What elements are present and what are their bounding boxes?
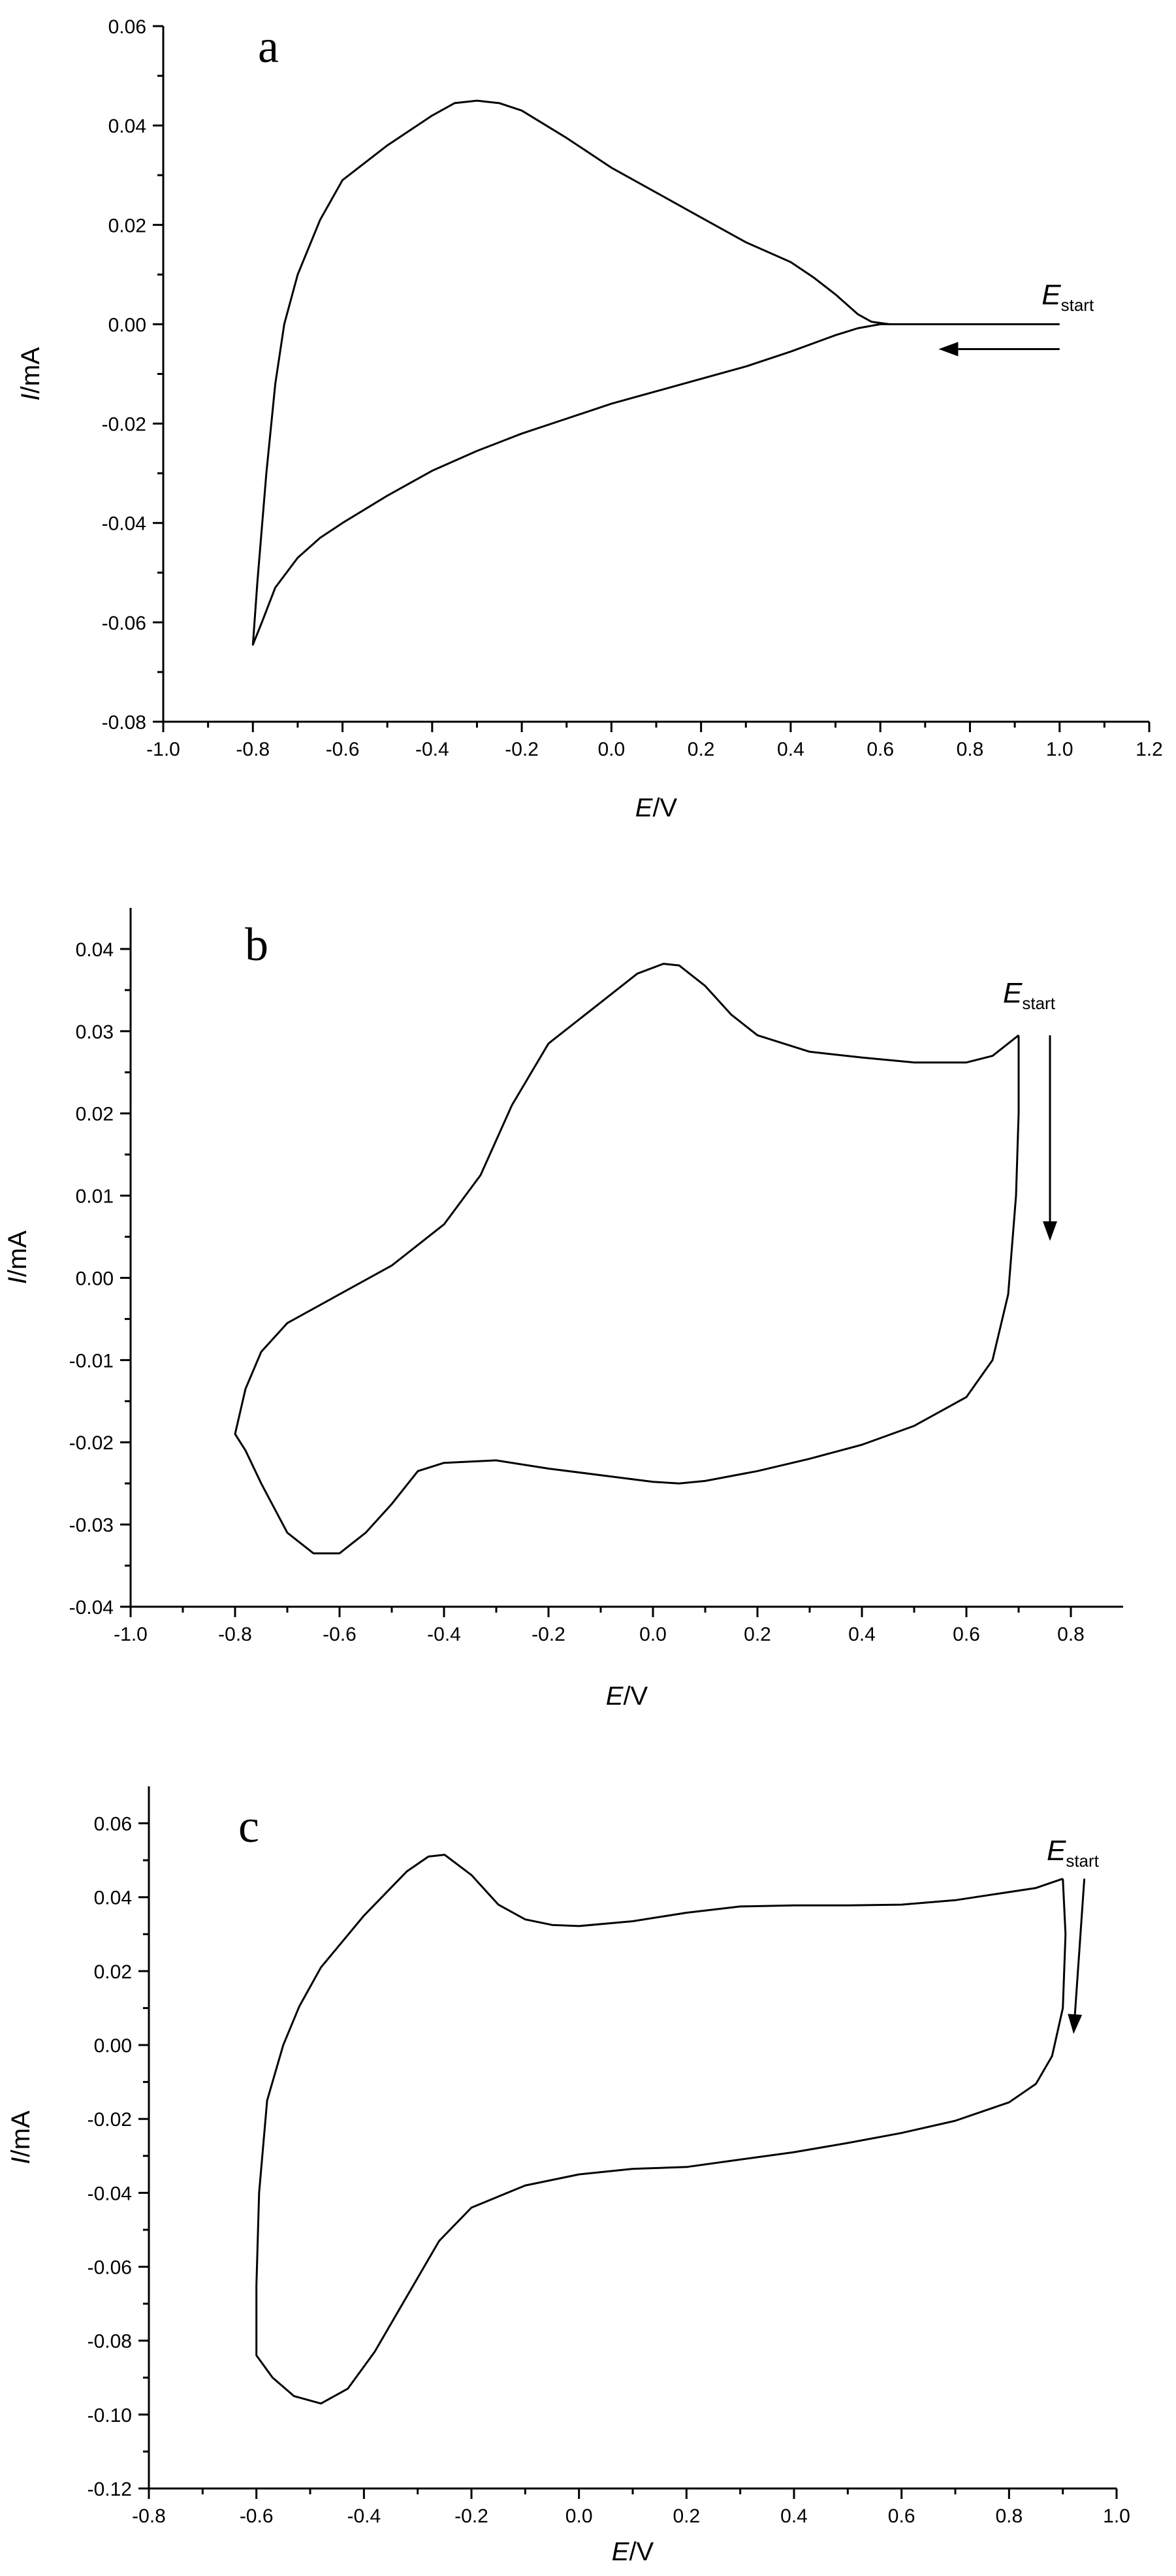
- panel-c-x-axis-label: E/V: [612, 2537, 654, 2566]
- panel-a-y-tick-label: -0.02: [102, 414, 146, 436]
- panel-b-y-tick-label: 0.03: [76, 1022, 114, 1043]
- panel-b-voltammogram-curve: [234, 963, 1020, 1554]
- panel-c-x-tick-label: 1.0: [1103, 2505, 1130, 2527]
- panel-a-letter: a: [258, 20, 279, 72]
- panel-c-y-tick-label: -0.10: [87, 2405, 132, 2426]
- panel-a-x-tick-label: 0.0: [598, 739, 626, 760]
- panel-a-x-tick-label: 0.6: [866, 739, 894, 760]
- panel-c-x-tick-label: 0.4: [780, 2505, 808, 2527]
- panel-a-y-tick-label: 0.00: [108, 314, 146, 336]
- panel-a-x-tick-label: 1.2: [1136, 739, 1163, 760]
- panel-c-y-tick-label: -0.12: [87, 2479, 132, 2500]
- panel-c-y-tick-label: 0.04: [94, 1888, 132, 1909]
- panel-b-x-tick-label: 0.0: [639, 1624, 667, 1645]
- panel-c-y-tick-label: -0.06: [87, 2257, 132, 2279]
- panel-b-x-tick-label: 0.8: [1057, 1624, 1085, 1645]
- panel-c-letter: c: [238, 1800, 259, 1852]
- panel-a-y-tick-label: 0.02: [108, 215, 146, 236]
- panel-c-y-tick-label: 0.06: [94, 1814, 132, 1835]
- panel-b-x-tick-label: -0.4: [427, 1624, 461, 1645]
- panel-b-x-tick-label: -0.6: [323, 1624, 357, 1645]
- panel-c-x-tick-label: -0.4: [347, 2505, 381, 2527]
- panel-b-y-tick-label: 0.04: [76, 939, 114, 961]
- panel-c-x-tick-label: -0.6: [240, 2505, 274, 2527]
- panel-c-scan-direction-arrow: [1068, 1878, 1086, 2035]
- panel-b-x-axis-label: E/V: [606, 1682, 648, 1711]
- panel-a-x-tick-label: 0.8: [957, 739, 984, 760]
- panel-b-estart-label: Estart: [1003, 977, 1056, 1013]
- panel-c-x-tick-label: -0.2: [454, 2505, 488, 2527]
- panel-b-x-tick-label: -1.0: [114, 1624, 148, 1645]
- panel-b-x-tick-label: -0.2: [532, 1624, 565, 1645]
- panel-b-y-tick-label: 0.02: [76, 1104, 114, 1125]
- panel-a-x-tick-label: -0.2: [505, 739, 539, 760]
- panel-a-y-tick-label: 0.06: [108, 16, 146, 38]
- panel-a-x-axis-label: E/V: [635, 794, 678, 822]
- panel-b-y-tick-label: 0.00: [76, 1268, 114, 1289]
- panel-c-estart-label: Estart: [1047, 1835, 1100, 1871]
- panel-a-x-tick-label: -0.8: [236, 739, 270, 760]
- panel-c-x-tick-label: 0.2: [673, 2505, 700, 2527]
- panel-a-estart-label: Estart: [1041, 279, 1094, 315]
- panel-b-y-tick-label: -0.02: [69, 1432, 114, 1454]
- panel-b-y-tick-label: -0.01: [69, 1350, 114, 1372]
- panel-c-y-tick-label: 0.00: [94, 2035, 132, 2057]
- panel-a-x-tick-label: 1.0: [1046, 739, 1073, 760]
- panel-c-x-tick-label: -0.8: [132, 2505, 166, 2527]
- panel-a-y-axis-label: I/mA: [16, 347, 45, 401]
- panel-c-y-tick-label: -0.08: [87, 2331, 132, 2353]
- panel-a-x-tick-label: -0.4: [415, 739, 449, 760]
- panel-a-x-tick-label: 0.2: [688, 739, 715, 760]
- panel-c-x-tick-label: 0.6: [888, 2505, 915, 2527]
- panel-b-letter: b: [245, 918, 268, 971]
- panel-c: -0.8 -0.6 -0.4 -0.2 0.0 0.2 0.4 0.6 0.8 1.0 -0.12 -…: [7, 1786, 1130, 2566]
- panel-b-x-tick-label: 0.2: [744, 1624, 771, 1645]
- panel-c-voltammogram-curve: [255, 1854, 1067, 2405]
- panel-c-x-tick-label: 0.0: [565, 2505, 593, 2527]
- panel-a-y-tick-label: -0.08: [102, 712, 146, 733]
- panel-b-y-tick-label: -0.03: [69, 1515, 114, 1536]
- panel-c-y-axis-label: I/mA: [7, 2110, 35, 2165]
- panel-c-y-tick-label: 0.02: [94, 1961, 132, 1983]
- panel-b: -1.0 -0.8 -0.6 -0.4 -0.2 0.0 0.2 0.4 0.6 0.8 -0.04…: [3, 908, 1123, 1711]
- panel-a-y-tick-label: -0.04: [102, 513, 146, 535]
- panel-c-x-tick-label: 0.8: [995, 2505, 1023, 2527]
- panel-b-y-tick-label: 0.01: [76, 1186, 114, 1208]
- panel-b-scan-direction-arrow: [1043, 1035, 1057, 1241]
- panel-c-y-tick-label: -0.04: [87, 2183, 132, 2204]
- panel-a-x-tick-label: 0.4: [777, 739, 804, 760]
- panel-a-x-tick-label: -0.6: [326, 739, 360, 760]
- panel-b-x-tick-label: 0.6: [953, 1624, 980, 1645]
- panel-a-y-tick-label: -0.06: [102, 613, 146, 634]
- panel-b-y-tick-label: -0.04: [69, 1597, 114, 1618]
- panel-a-scan-direction-arrow: [938, 342, 1060, 357]
- panel-a: -1.0 -0.8 -0.6 -0.4 -0.2 0.0 0.2 0.4 0.6 0.8 1.0 1.…: [16, 16, 1163, 822]
- panel-a-y-tick-label: 0.04: [108, 116, 146, 137]
- panel-a-x-tick-label: -1.0: [146, 739, 180, 760]
- panel-c-y-tick-label: -0.02: [87, 2109, 132, 2131]
- panel-b-y-axis-label: I/mA: [3, 1231, 32, 1285]
- panel-b-x-tick-label: -0.8: [218, 1624, 252, 1645]
- panel-b-x-tick-label: 0.4: [848, 1624, 876, 1645]
- panel-a-voltammogram-curve: [251, 99, 1060, 646]
